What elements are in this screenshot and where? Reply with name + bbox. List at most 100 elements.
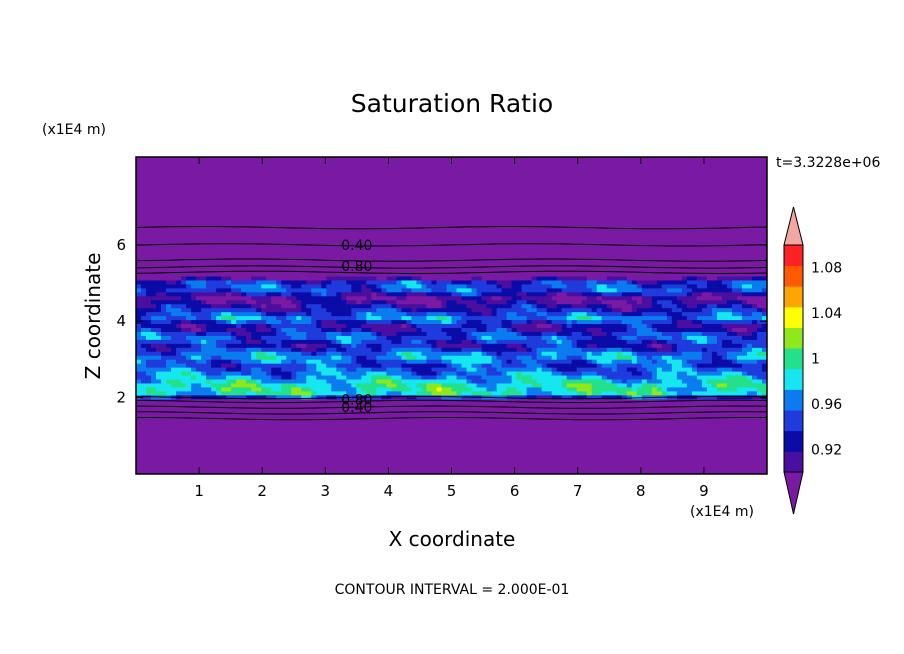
field-cell (331, 390, 337, 396)
field-cell (361, 335, 367, 340)
field-cell (606, 327, 613, 332)
field-cell (611, 458, 618, 463)
field-cell (751, 339, 758, 344)
field-cell (141, 386, 147, 392)
field-cell (201, 442, 207, 447)
field-cell (251, 331, 257, 336)
field-cell (321, 359, 327, 364)
field-cell (271, 315, 277, 321)
field-cell (531, 402, 538, 408)
field-cell (151, 442, 157, 447)
field-cell (296, 398, 302, 404)
field-cell (656, 323, 663, 328)
field-cell (266, 398, 272, 404)
field-cell (431, 430, 438, 435)
field-cell (201, 386, 207, 392)
field-cell (371, 367, 377, 372)
field-cell (326, 355, 332, 360)
field-cell (691, 347, 698, 352)
field-cell (651, 422, 658, 428)
field-cell (496, 390, 503, 396)
field-cell (681, 462, 688, 467)
field-cell (581, 422, 588, 428)
field-cell (371, 359, 377, 364)
field-cell (701, 331, 708, 336)
field-cell (576, 434, 583, 439)
field-cell (521, 355, 528, 360)
field-cell (321, 363, 327, 368)
field-cell (621, 442, 628, 447)
field-cell (451, 370, 458, 376)
field-cell (481, 422, 488, 428)
field-cell (271, 359, 277, 364)
field-cell (446, 418, 453, 424)
field-cell (596, 323, 603, 328)
field-cell (696, 355, 703, 360)
field-cell (616, 406, 623, 412)
field-cell (321, 470, 327, 474)
field-cell (261, 355, 267, 360)
field-cell (691, 406, 698, 412)
field-cell (291, 430, 297, 435)
field-cell (636, 374, 643, 380)
field-cell (596, 374, 603, 380)
field-cell (661, 466, 668, 471)
field-cell (641, 450, 648, 455)
field-cell (361, 351, 367, 356)
field-cell (481, 370, 488, 376)
field-cell (571, 386, 578, 392)
field-cell (551, 466, 558, 471)
field-cell (351, 355, 357, 360)
field-cell (476, 418, 483, 424)
field-cell (581, 458, 588, 463)
field-cell (261, 390, 267, 396)
field-cell (346, 458, 352, 463)
field-cell (741, 458, 748, 463)
field-cell (491, 347, 498, 352)
field-cell (406, 398, 413, 404)
field-cell (566, 454, 573, 459)
field-cell (186, 462, 192, 467)
field-cell (161, 454, 167, 459)
field-cell (351, 402, 357, 408)
field-cell (261, 450, 267, 455)
field-cell (581, 367, 588, 372)
field-cell (451, 331, 458, 336)
field-cell (391, 466, 398, 471)
field-cell (631, 454, 638, 459)
field-cell (416, 339, 423, 344)
field-cell (666, 390, 673, 396)
field-cell (596, 406, 603, 412)
field-cell (361, 339, 367, 344)
field-cell (401, 347, 408, 352)
field-cell (246, 410, 252, 416)
field-cell (336, 374, 342, 380)
field-cell (441, 323, 448, 328)
field-cell (611, 434, 618, 439)
field-cell (291, 414, 297, 420)
field-cell (271, 434, 277, 439)
field-cell (686, 406, 693, 412)
field-cell (606, 442, 613, 447)
field-cell (596, 398, 603, 404)
field-cell (351, 426, 357, 432)
field-cell (476, 414, 483, 420)
field-cell (301, 339, 307, 344)
field-cell (406, 434, 413, 439)
field-cell (561, 414, 568, 420)
field-cell (206, 351, 212, 356)
field-cell (651, 323, 658, 328)
field-cell (751, 406, 758, 412)
field-cell (486, 446, 493, 451)
field-cell (516, 470, 523, 474)
field-cell (311, 394, 317, 400)
field-cell (281, 343, 287, 348)
field-cell (271, 327, 277, 332)
field-cell (591, 430, 598, 435)
field-cell (211, 386, 217, 392)
field-cell (676, 319, 683, 325)
field-cell (291, 367, 297, 372)
field-cell (486, 339, 493, 344)
field-cell (581, 454, 588, 459)
field-cell (241, 454, 247, 459)
